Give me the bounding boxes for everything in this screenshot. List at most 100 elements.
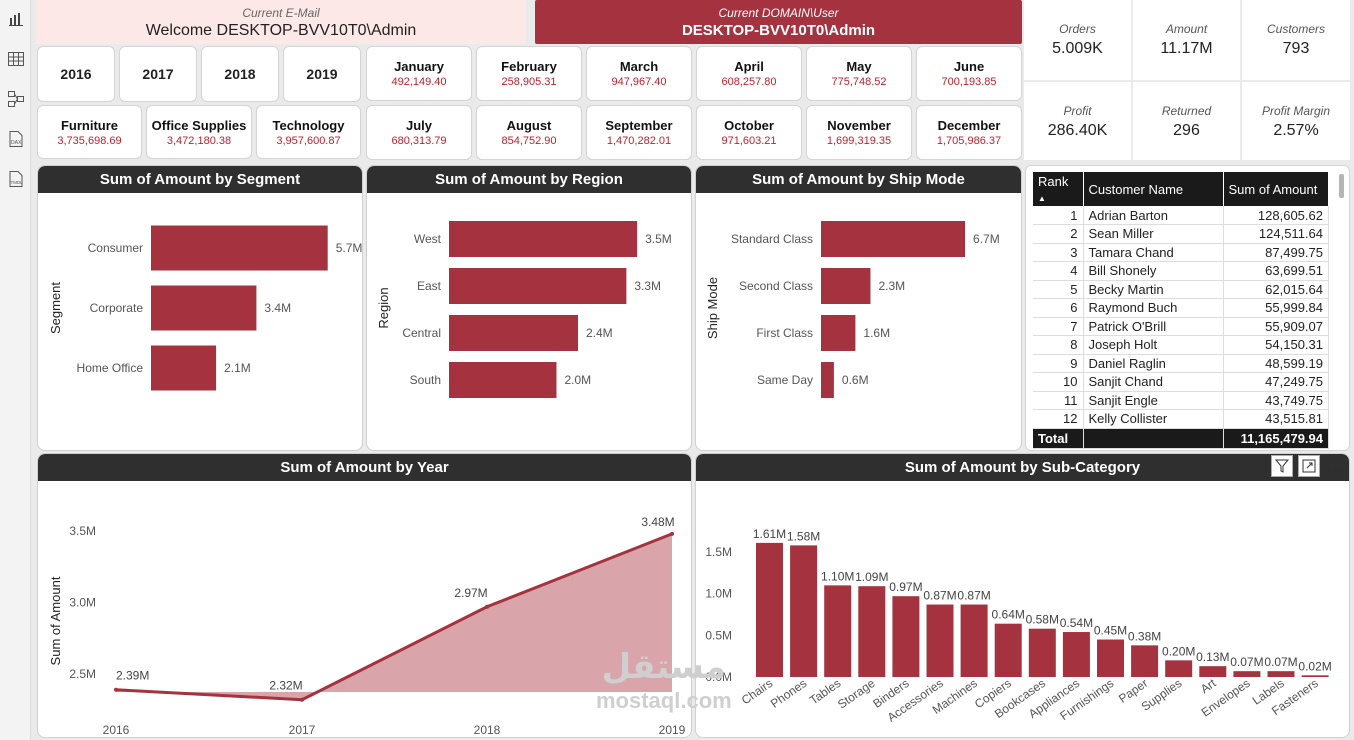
y-axis-title: Ship Mode <box>705 277 720 339</box>
chart-title: Sum of Amount by Segment <box>38 166 362 193</box>
bar <box>1199 666 1227 677</box>
x-tick-label: 2016 <box>103 723 130 737</box>
data-label: 0.64M <box>992 608 1025 622</box>
rank-cell: 7 <box>1033 317 1084 336</box>
year-button-2018[interactable]: 2018 <box>201 46 279 102</box>
month-tile-august[interactable]: August 854,752.90 <box>476 105 582 160</box>
dax-query-icon[interactable]: DAX <box>7 130 25 148</box>
category-tile-furniture[interactable]: Furniture 3,735,698.69 <box>37 105 142 159</box>
bar <box>1233 671 1261 677</box>
month-tile-june[interactable]: June 700,193.85 <box>916 46 1022 101</box>
month-tile-january[interactable]: January 492,149.40 <box>366 46 472 101</box>
year-chart[interactable]: Sum of Amount by Year 2.39M 2016 2.32M 2017… <box>37 453 692 738</box>
year-button-2016[interactable]: 2016 <box>37 46 115 102</box>
sub-category-chart[interactable]: Sum of Amount by Sub-Category 0.0M 0.5M 1.… <box>695 453 1350 738</box>
column-header-amount[interactable]: Sum of Amount <box>1223 172 1329 206</box>
table-row[interactable]: 10 Sanjit Chand 47,249.75 <box>1033 372 1329 392</box>
column-header-label: Rank <box>1038 174 1069 189</box>
data-label: 3.5M <box>645 232 672 246</box>
domain-caption: Current DOMAIN\User <box>718 6 839 20</box>
table-row[interactable]: 4 Bill Shonely 63,699.51 <box>1033 261 1329 281</box>
column-header-rank[interactable]: Rank ▲ <box>1033 172 1084 206</box>
chart-title: Sum of Amount by Ship Mode <box>696 166 1021 193</box>
month-tile-september[interactable]: September 1,470,282.01 <box>586 105 692 160</box>
month-tile-march[interactable]: March 947,967.40 <box>586 46 692 101</box>
bar <box>858 586 886 677</box>
table-row[interactable]: 11 Sanjit Engle 43,749.75 <box>1033 391 1329 410</box>
table-row[interactable]: 9 Daniel Raglin 48,599.19 <box>1033 354 1329 373</box>
tmdl-view-icon[interactable]: TMDL <box>7 170 25 188</box>
bar <box>151 225 328 271</box>
focus-mode-icon[interactable] <box>1298 455 1320 477</box>
watermark-arabic: مستقل <box>601 648 727 686</box>
y-tick-label: 0.5M <box>705 628 732 642</box>
table-view-icon[interactable] <box>7 50 25 68</box>
table-row[interactable]: 5 Becky Martin 62,015.64 <box>1033 280 1329 299</box>
data-label: 2.97M <box>454 586 487 600</box>
month-tile-april[interactable]: April 608,257.80 <box>696 46 802 101</box>
category-tile-technology[interactable]: Technology 3,957,600.87 <box>256 105 361 159</box>
rank-cell: 5 <box>1033 280 1084 299</box>
data-label: 0.87M <box>957 589 990 603</box>
ship-mode-chart[interactable]: Sum of Amount by Ship Mode Standard Clas… <box>695 165 1022 451</box>
sub-category-chart-plot: 0.0M0.5M1.0M1.5M1.61MChairs1.58MPhones1.… <box>705 527 1331 725</box>
x-tick-label: 2018 <box>474 723 501 737</box>
month-tile-november[interactable]: November 1,699,319.35 <box>806 105 912 160</box>
bar <box>449 221 638 257</box>
x-tick-label: Phones <box>768 676 809 711</box>
table-row[interactable]: 8 Joseph Holt 54,150.31 <box>1033 335 1329 355</box>
month-tile-december[interactable]: December 1,705,986.37 <box>916 105 1022 160</box>
month-value: 775,748.52 <box>831 76 887 88</box>
kpi-returned: Returned 296 <box>1133 82 1240 160</box>
data-label: 6.7M <box>973 232 1000 246</box>
year-button-2019[interactable]: 2019 <box>283 46 361 102</box>
x-tick-label: 5M <box>298 449 315 451</box>
table-row[interactable]: 2 Sean Miller 124,511.64 <box>1033 224 1329 244</box>
model-view-icon[interactable] <box>7 90 25 108</box>
bar <box>824 585 852 677</box>
kpi-value: 793 <box>1282 40 1310 57</box>
column-header-customer[interactable]: Customer Name <box>1083 172 1224 206</box>
table-row[interactable]: 6 Raymond Buch 55,999.84 <box>1033 298 1329 318</box>
data-label: 3.48M <box>641 515 674 529</box>
category-label: Same Day <box>757 373 813 387</box>
y-axis-title: Sum of Amount <box>48 576 63 665</box>
data-label: 0.07M <box>1230 655 1263 669</box>
x-tick-label: 0M <box>143 449 160 451</box>
kpi-profit-margin: Profit Margin 2.57% <box>1242 82 1350 160</box>
table-row[interactable]: 12 Kelly Collister 43,515.81 <box>1033 409 1329 429</box>
watermark-latin: mostaql.com <box>596 688 732 713</box>
month-tile-july[interactable]: July 680,313.79 <box>366 105 472 160</box>
region-chart[interactable]: Sum of Amount by Region West 3.5M East 3.3M… <box>366 165 692 451</box>
year-button-2017[interactable]: 2017 <box>119 46 197 102</box>
category-label: Home Office <box>77 361 144 375</box>
amount-cell: 63,699.51 <box>1223 261 1329 281</box>
table-scrollbar[interactable] <box>1339 174 1344 198</box>
segment-chart[interactable]: Sum of Amount by Segment Consumer 5.7M Cor… <box>37 165 363 451</box>
x-tick-label: 2019 <box>659 723 686 737</box>
customer-name-cell: Kelly Collister <box>1083 409 1224 429</box>
table-row[interactable]: 1 Adrian Barton 128,605.62 <box>1033 206 1329 225</box>
total-spacer <box>1083 428 1224 449</box>
x-tick-label: 0M <box>813 449 830 451</box>
month-tile-february[interactable]: February 258,905.31 <box>476 46 582 101</box>
bar <box>821 221 966 257</box>
month-value: 971,603.21 <box>721 135 777 147</box>
table-row[interactable]: 7 Patrick O'Brill 55,909.07 <box>1033 317 1329 336</box>
filter-icon[interactable] <box>1271 455 1293 477</box>
category-label: Central <box>402 326 441 340</box>
data-label: 2.32M <box>269 679 302 693</box>
more-options-icon[interactable]: ⋯ <box>1330 459 1344 473</box>
rank-cell: 3 <box>1033 243 1084 262</box>
domain-value: DESKTOP-BVV10T0\Admin <box>681 22 876 39</box>
report-view-icon[interactable] <box>7 10 25 28</box>
chart-title: Sum of Amount by Year <box>38 454 691 481</box>
amount-cell: 124,511.64 <box>1223 224 1329 244</box>
month-tile-october[interactable]: October 971,603.21 <box>696 105 802 160</box>
y-tick-label: 1.0M <box>705 587 732 601</box>
table-row[interactable]: 3 Tamara Chand 87,499.75 <box>1033 243 1329 262</box>
bar <box>892 596 920 677</box>
category-tile-office-supplies[interactable]: Office Supplies 3,472,180.38 <box>146 105 252 159</box>
month-tile-may[interactable]: May 775,748.52 <box>806 46 912 101</box>
amount-cell: 54,150.31 <box>1223 335 1329 355</box>
